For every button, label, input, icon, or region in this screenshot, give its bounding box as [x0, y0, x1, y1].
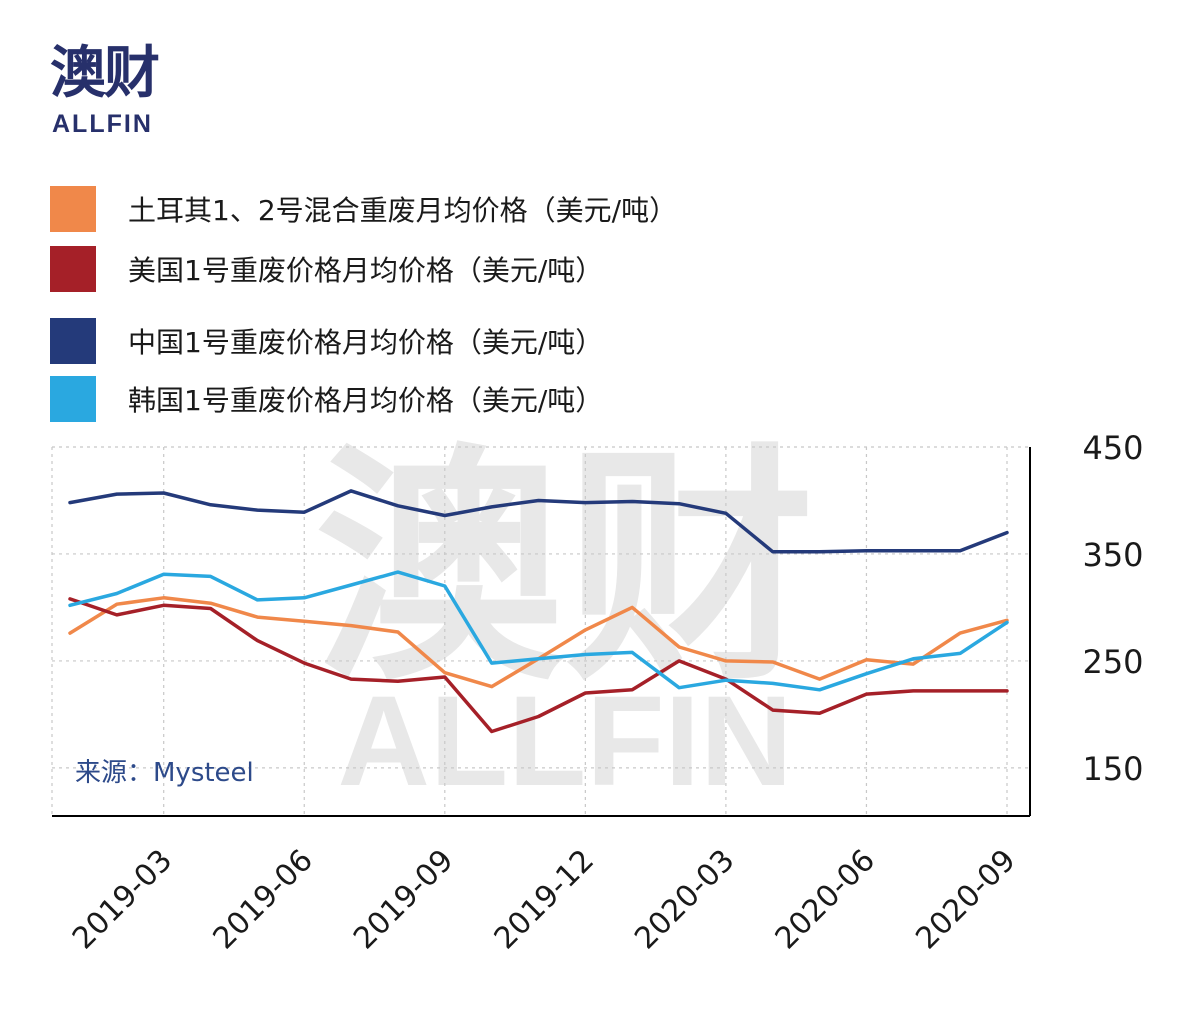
legend-item-china: 中国1号重废价格月均价格（美元/吨） [50, 318, 850, 364]
x-tick-label-0: 2019-03 [66, 843, 179, 956]
legend-swatch-usa [50, 246, 96, 292]
legend-label-usa: 美国1号重废价格月均价格（美元/吨） [128, 254, 604, 287]
y-tick-label-1: 250 [1082, 643, 1143, 681]
series-lines [68, 489, 1009, 734]
legend-label-turkey: 土耳其1、2号混合重废月均价格（美元/吨） [128, 194, 678, 227]
axes [51, 447, 1031, 817]
series-line-2 [68, 489, 1009, 554]
y-tick-label-3: 450 [1082, 429, 1143, 467]
x-tick-label-4: 2020-03 [628, 843, 741, 956]
series-line-3 [68, 570, 1009, 692]
watermark-english: ALLFIN [338, 670, 793, 813]
legend-label-china: 中国1号重废价格月均价格（美元/吨） [128, 326, 604, 359]
x-tick-label-6: 2020-09 [909, 843, 1022, 956]
legend-swatch-turkey [50, 186, 96, 232]
legend-item-usa: 美国1号重废价格月均价格（美元/吨） [50, 246, 850, 292]
x-axis-tick-labels: 2019-03 2019-06 2019-09 2019-12 2020-03 2020-… [66, 843, 1023, 956]
watermark-chinese: 澳财 [315, 423, 815, 714]
y-tick-label-0: 150 [1082, 750, 1143, 788]
legend-item-korea: 韩国1号重废价格月均价格（美元/吨） [50, 376, 850, 422]
watermark: 澳财 ALLFIN [315, 423, 815, 813]
legend-item-turkey: 土耳其1、2号混合重废月均价格（美元/吨） [50, 186, 850, 232]
legend-swatch-china [50, 318, 96, 364]
y-tick-label-2: 350 [1082, 536, 1143, 574]
x-tick-label-1: 2019-06 [207, 843, 320, 956]
logo-chinese-text: 澳财 [50, 41, 160, 106]
x-tick-label-2: 2019-09 [347, 843, 460, 956]
y-axis-tick-labels: 150 250 350 450 [1082, 429, 1143, 788]
logo-english-text: ALLFIN [52, 110, 153, 138]
legend-label-korea: 韩国1号重废价格月均价格（美元/吨） [128, 384, 604, 417]
x-tick-label-3: 2019-12 [488, 843, 601, 956]
source-label: 来源：Mysteel [75, 758, 254, 788]
x-tick-label-5: 2020-06 [769, 843, 882, 956]
legend-swatch-korea [50, 376, 96, 422]
series-line-1 [68, 597, 1009, 734]
allfin-logo: 澳财 ALLFIN [50, 42, 190, 142]
